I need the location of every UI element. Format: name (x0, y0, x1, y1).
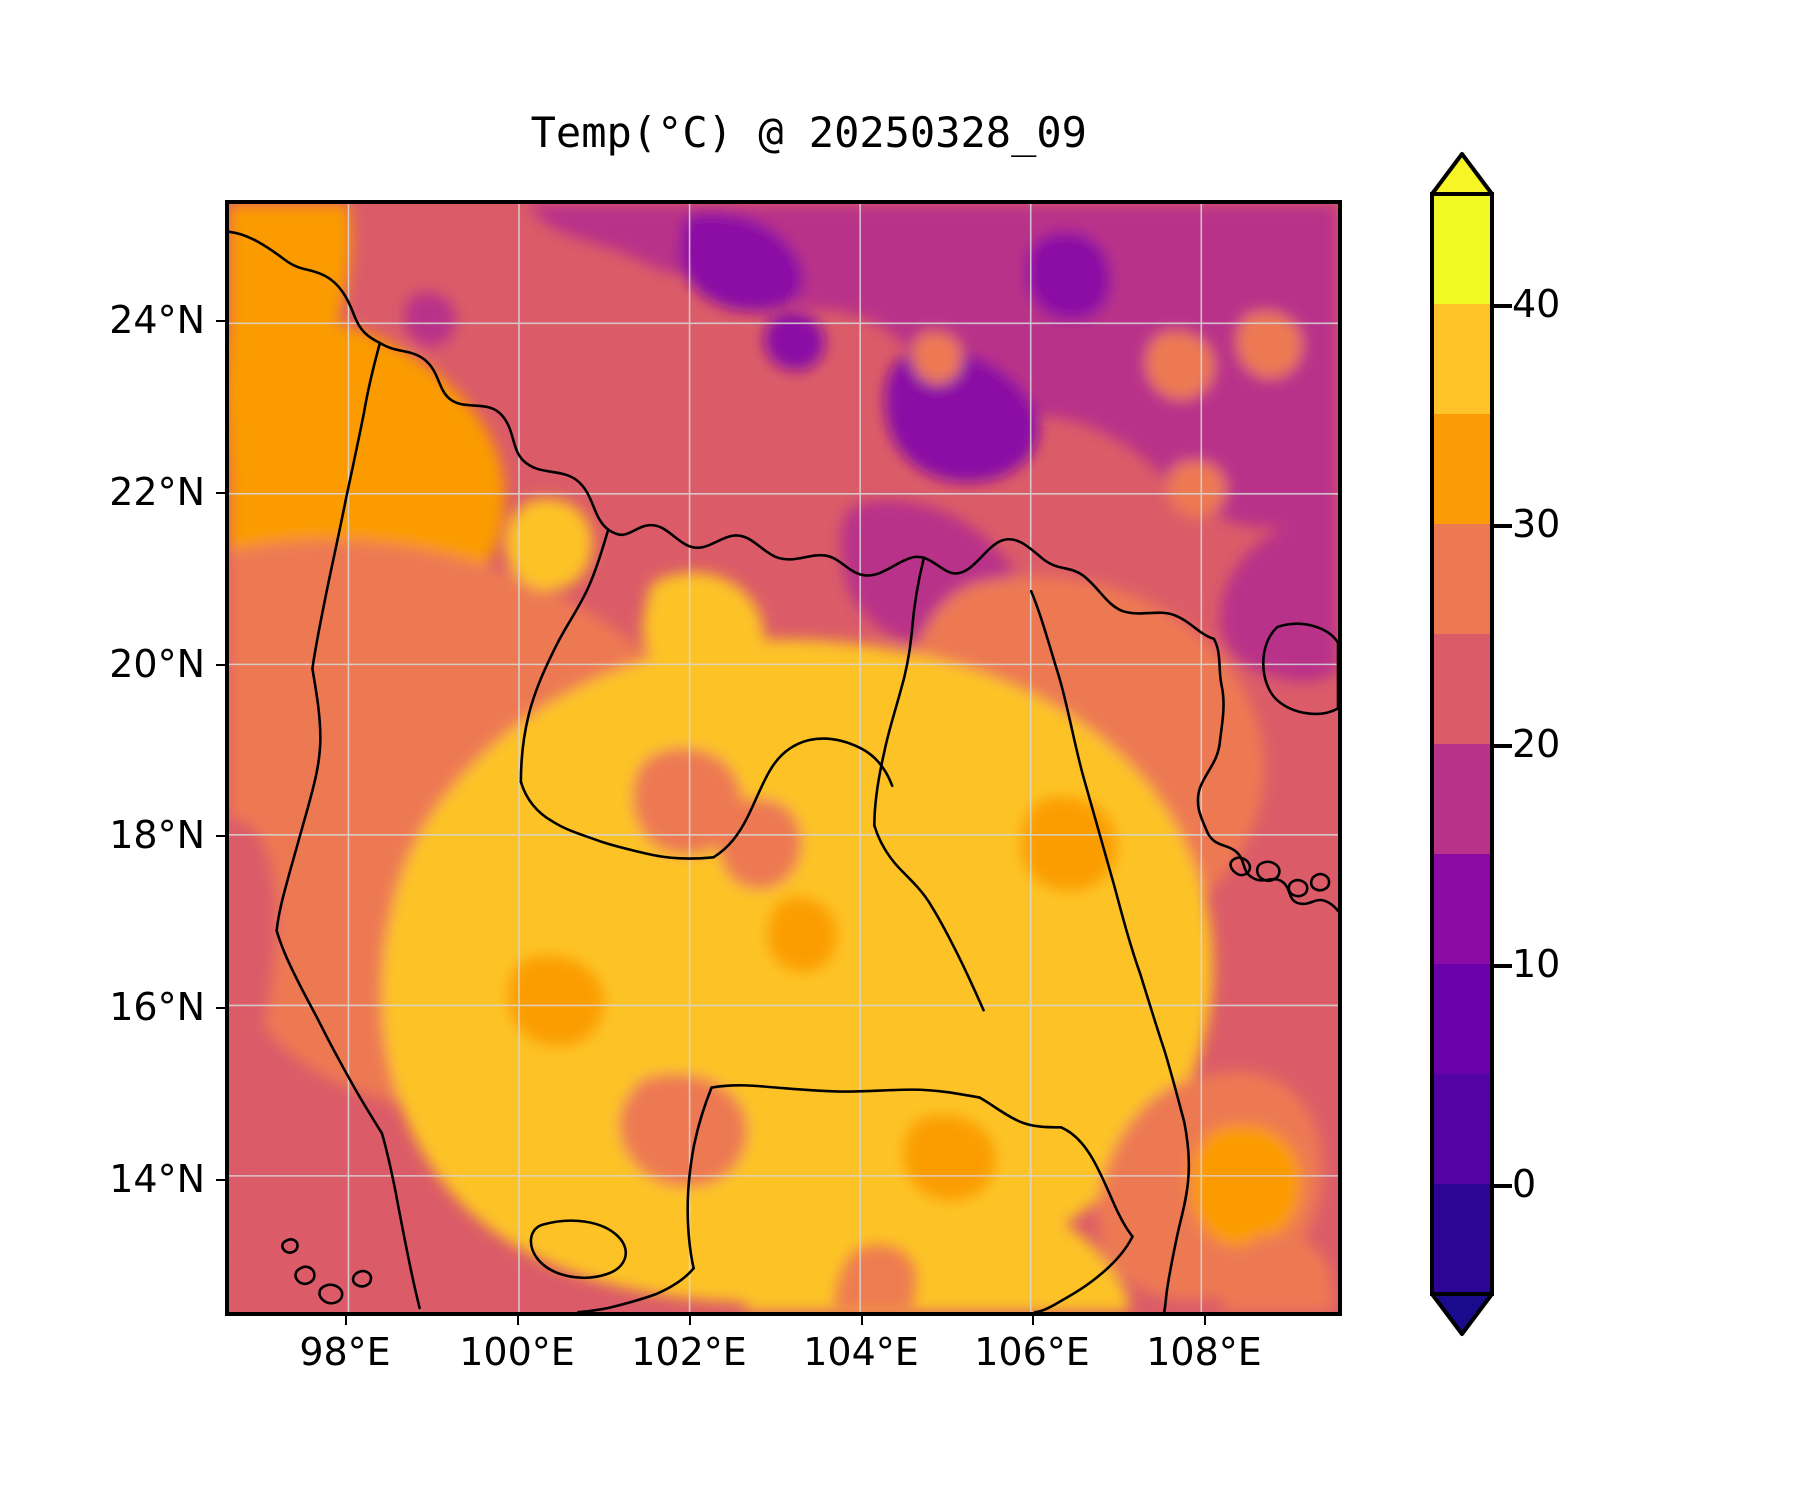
ytick-label-16n: 16°N (109, 985, 205, 1029)
xtick-mark (517, 1316, 519, 1325)
ytick-label-24n: 24°N (109, 298, 205, 342)
map-canvas (229, 204, 1338, 1312)
ytick-label-14n: 14°N (109, 1157, 205, 1201)
colorbar-over-arrow (1430, 152, 1494, 196)
ytick-mark (216, 492, 225, 494)
cbtick-label-30: 30 (1512, 502, 1561, 546)
xtick-label-106e: 106°E (974, 1330, 1090, 1374)
xtick-mark (689, 1316, 691, 1325)
ytick-label-22n: 22°N (109, 470, 205, 514)
ytick-mark (216, 1007, 225, 1009)
ytick-mark (216, 320, 225, 322)
cbtick-label-40: 40 (1512, 282, 1561, 326)
colorbar-under-arrow (1430, 1292, 1494, 1336)
cbtick-mark (1494, 1184, 1512, 1188)
ytick-mark (216, 664, 225, 666)
xtick-mark (861, 1316, 863, 1325)
cbtick-mark (1494, 524, 1512, 528)
xtick-mark (345, 1316, 347, 1325)
colorbar-gradient (1430, 152, 1494, 1336)
xtick-label-108e: 108°E (1146, 1330, 1262, 1374)
xtick-mark (1204, 1316, 1206, 1325)
xtick-label-98e: 98°E (299, 1330, 391, 1374)
cbtick-label-20: 20 (1512, 722, 1561, 766)
colorbar[interactable] (1430, 152, 1494, 1336)
xtick-mark (1032, 1316, 1034, 1325)
country-borders (229, 230, 1338, 1312)
map-plot-area[interactable] (225, 200, 1342, 1316)
ytick-mark (216, 1179, 225, 1181)
temperature-contour-field (229, 204, 1338, 1312)
cbtick-mark (1494, 744, 1512, 748)
xtick-label-100e: 100°E (459, 1330, 575, 1374)
colorbar-bands (1432, 194, 1492, 1294)
title-line-1: Temp(°C) @ 20250328_09 (530, 107, 1087, 157)
cbtick-mark (1494, 304, 1512, 308)
xtick-label-102e: 102°E (631, 1330, 747, 1374)
cbtick-label-10: 10 (1512, 942, 1561, 986)
ytick-label-20n: 20°N (109, 642, 205, 686)
cbtick-mark (1494, 964, 1512, 968)
cbtick-label-0: 0 (1512, 1162, 1537, 1206)
xtick-label-104e: 104°E (803, 1330, 919, 1374)
ytick-mark (216, 835, 225, 837)
ytick-label-18n: 18°N (109, 813, 205, 857)
map-gridlines (229, 204, 1338, 1312)
